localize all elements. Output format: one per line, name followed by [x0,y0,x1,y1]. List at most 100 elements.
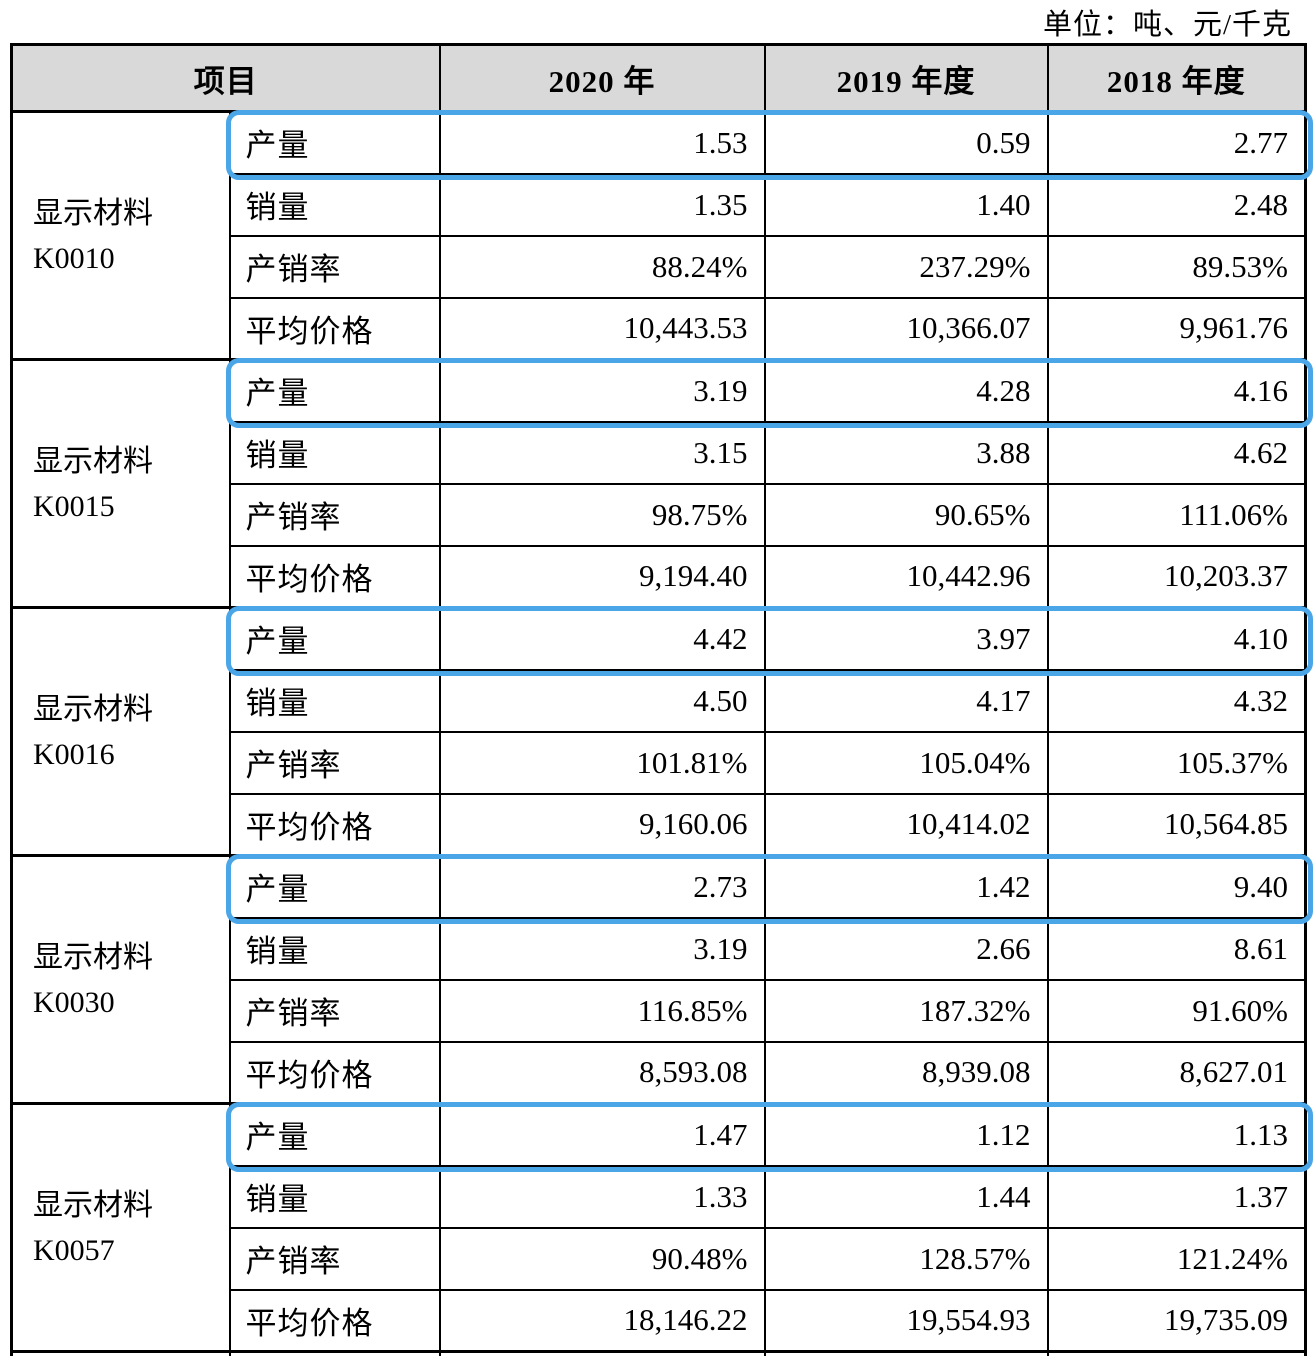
table-row: 销量 3.15 3.88 4.62 [12,420,1307,485]
value-cell [438,1350,766,1356]
group-label-cell: 显示材料 K0016 [10,606,231,857]
table-row: 平均价格 9,194.40 10,442.96 10,203.37 [12,544,1307,609]
row-label-cell: 销量 [228,172,441,237]
group-name-line: K0015 [33,489,115,523]
table-row: 产销率 90.48% 128.57% 121.24% [12,1226,1307,1291]
value-cell: 98.75% [438,482,766,547]
header-row: 项目 2020 年 2019 年度 2018 年度 [10,43,1307,113]
group-name-line: 显示材料 [33,940,153,974]
value-cell: 9,961.76 [1046,296,1307,361]
value-cell: 9,194.40 [438,544,766,609]
value-cell: 89.53% [1046,234,1307,299]
value-cell: 9.40 [1046,854,1307,919]
value-cell: 1.44 [763,1164,1049,1229]
row-label-cell: 产量 [228,110,441,175]
group-label-cell: 显示材料 K0057 [10,1102,231,1353]
table-header: 项目 2020 年 2019 年度 2018 年度 [10,43,1307,113]
value-cell: 116.85% [438,978,766,1043]
row-label-cell: 产量 [228,854,441,919]
table-row: 显示材料 K0030 产量 2.73 1.42 9.40 [10,854,1307,1105]
value-cell: 237.29% [763,234,1049,299]
row-label-cell [228,1350,441,1356]
value-cell: 90.65% [763,482,1049,547]
value-cell: 10,564.85 [1046,792,1307,857]
value-cell: 1.47 [438,1102,766,1167]
value-cell: 1.40 [763,172,1049,237]
row-label-cell: 平均价格 [228,1288,441,1353]
group-label-cell [10,1350,231,1356]
table-row: 销量 3.19 2.66 8.61 [12,916,1307,981]
header-cell-item: 项目 [10,43,441,113]
value-cell: 10,203.37 [1046,544,1307,609]
value-cell: 3.88 [763,420,1049,485]
value-cell: 2.73 [438,854,766,919]
value-cell: 3.15 [438,420,766,485]
value-cell: 105.37% [1046,730,1307,795]
row-label-cell: 产销率 [228,978,441,1043]
value-cell: 91.60% [1046,978,1307,1043]
value-cell [1046,1350,1307,1356]
row-label-cell: 产量 [228,358,441,423]
value-cell: 18,146.22 [438,1288,766,1353]
value-cell: 4.28 [763,358,1049,423]
table-row: 销量 1.35 1.40 2.48 [12,172,1307,237]
value-cell: 90.48% [438,1226,766,1291]
value-cell: 8,939.08 [763,1040,1049,1105]
value-cell: 9,160.06 [438,792,766,857]
value-cell: 3.19 [438,916,766,981]
table-row [10,1350,1307,1356]
value-cell: 1.12 [763,1102,1049,1167]
value-cell: 1.13 [1046,1102,1307,1167]
row-label-cell: 销量 [228,916,441,981]
row-label-cell: 平均价格 [228,544,441,609]
table-row: 产销率 116.85% 187.32% 91.60% [12,978,1307,1043]
row-label-cell: 产量 [228,606,441,671]
row-label-cell: 产量 [228,1102,441,1167]
table-row: 平均价格 9,160.06 10,414.02 10,564.85 [12,792,1307,857]
group-name-line: 显示材料 [33,1188,153,1222]
value-cell: 1.35 [438,172,766,237]
data-table: 项目 2020 年 2019 年度 2018 年度 显示材料 K0010 产量 1.5… [10,43,1307,1356]
table-row: 平均价格 8,593.08 8,939.08 8,627.01 [12,1040,1307,1105]
table-row: 产销率 98.75% 90.65% 111.06% [12,482,1307,547]
table-row: 显示材料 K0010 产量 1.53 0.59 2.77 [10,110,1307,361]
value-cell: 3.19 [438,358,766,423]
table-row: 显示材料 K0016 产量 4.42 3.97 4.10 [10,606,1307,857]
table-row: 产销率 88.24% 237.29% 89.53% [12,234,1307,299]
row-label-cell: 产销率 [228,234,441,299]
value-cell: 0.59 [763,110,1049,175]
value-cell: 19,554.93 [763,1288,1049,1353]
table-row: 显示材料 K0057 产量 1.47 1.12 1.13 [10,1102,1307,1353]
row-label-cell: 平均价格 [228,296,441,361]
value-cell: 4.17 [763,668,1049,733]
group-name-line: K0016 [33,737,115,771]
table-body: 显示材料 K0010 产量 1.53 0.59 2.77 销量 1.35 1.40 2.48 产销率… [10,110,1307,1356]
value-cell: 1.42 [763,854,1049,919]
row-label-cell: 销量 [228,668,441,733]
row-label-cell: 销量 [228,420,441,485]
value-cell: 8.61 [1046,916,1307,981]
value-cell: 10,414.02 [763,792,1049,857]
group-name-line: 显示材料 [33,444,153,478]
value-cell: 8,593.08 [438,1040,766,1105]
row-label-cell: 平均价格 [228,1040,441,1105]
value-cell: 1.53 [438,110,766,175]
value-cell: 2.66 [763,916,1049,981]
value-cell: 1.33 [438,1164,766,1229]
value-cell: 111.06% [1046,482,1307,547]
value-cell: 8,627.01 [1046,1040,1307,1105]
value-cell: 19,735.09 [1046,1288,1307,1353]
group-name-line: 显示材料 [33,692,153,726]
value-cell: 101.81% [438,730,766,795]
value-cell: 2.77 [1046,110,1307,175]
value-cell: 4.10 [1046,606,1307,671]
header-cell-2019: 2019 年度 [763,43,1049,113]
table-row: 销量 1.33 1.44 1.37 [12,1164,1307,1229]
group-label-cell: 显示材料 K0010 [10,110,231,361]
value-cell: 10,442.96 [763,544,1049,609]
value-cell: 1.37 [1046,1164,1307,1229]
table-row: 显示材料 K0015 产量 3.19 4.28 4.16 [10,358,1307,609]
group-name-line: K0010 [33,241,115,275]
table-row: 平均价格 18,146.22 19,554.93 19,735.09 [12,1288,1307,1353]
group-label-cell: 显示材料 K0030 [10,854,231,1105]
